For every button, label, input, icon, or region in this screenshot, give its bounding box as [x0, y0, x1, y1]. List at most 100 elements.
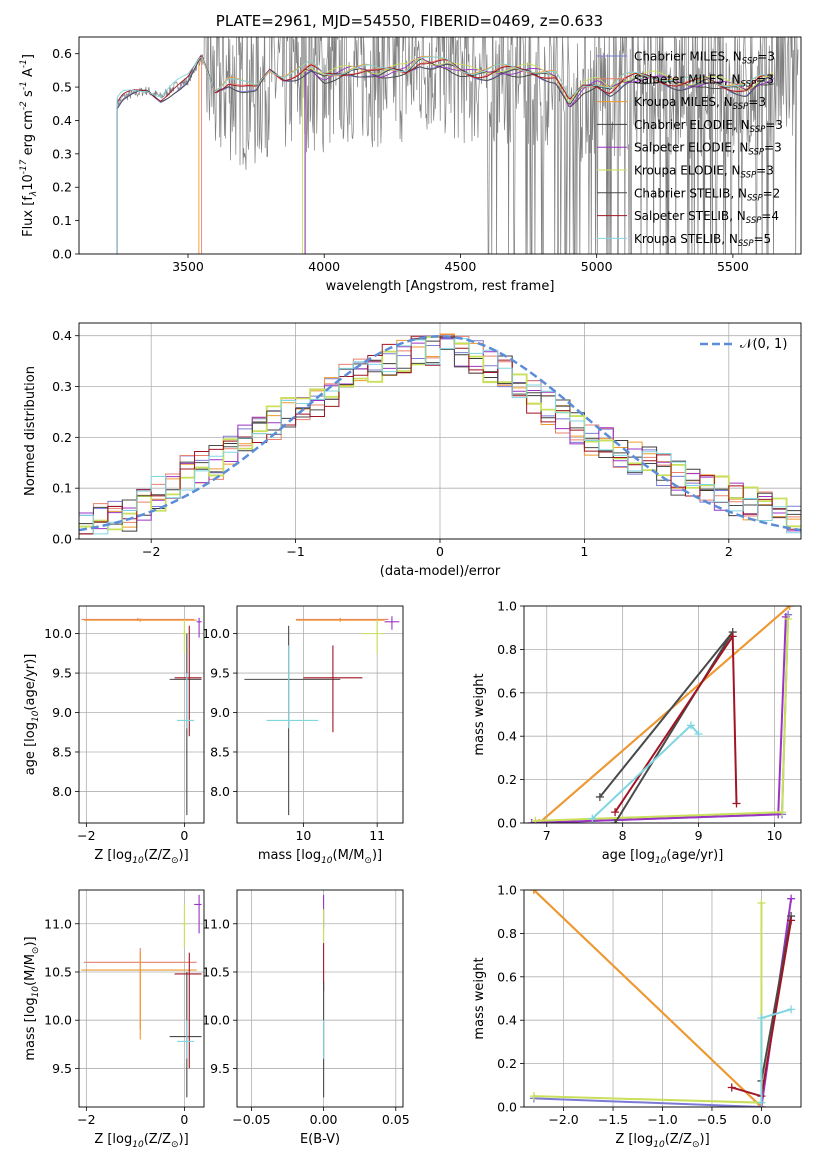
weight-marker	[611, 808, 620, 817]
y-tick-label: 9.0	[52, 705, 72, 720]
x-tick-label: 2	[725, 544, 733, 559]
x-tick-label: 3500	[172, 259, 204, 274]
x-tick-label: 4000	[308, 259, 340, 274]
plot-area	[529, 890, 796, 1107]
axes-frame	[78, 605, 205, 824]
x-axis-label: (data-model)/error	[380, 564, 501, 579]
weight-marker	[732, 799, 741, 808]
x-tick-label: 11	[369, 828, 385, 843]
axes-frame	[236, 605, 404, 824]
x-tick-label: 5500	[717, 259, 749, 274]
y-tick-label: 8.0	[210, 784, 230, 799]
weight-marker	[529, 1092, 538, 1101]
plot-area	[81, 617, 202, 816]
y-tick-label: 9.5	[210, 666, 230, 681]
y-tick-label: 8.0	[52, 784, 72, 799]
x-axis-label: wavelength [Angstrom, rest frame]	[326, 279, 555, 294]
legend-entry: Chabrier MILES, NSSP=3	[634, 50, 775, 67]
weight-line	[533, 1097, 762, 1107]
axes-frame	[78, 322, 802, 540]
weight-marker	[728, 632, 737, 641]
y-tick-label: 0.4	[52, 328, 72, 343]
model-line	[201, 55, 773, 254]
weight-marker	[611, 819, 620, 823]
y-tick-label: 0.2	[52, 180, 72, 195]
weight-marker	[727, 1083, 736, 1092]
y-tick-label: 8.5	[210, 744, 230, 759]
legend: Chabrier MILES, NSSP=3 Salpeter MILES, NS…	[597, 50, 783, 249]
weight-marker	[529, 890, 538, 894]
x-tick-label: −0.5	[697, 1112, 727, 1127]
axes-frame	[78, 36, 802, 255]
y-tick-label: 11.0	[202, 916, 230, 931]
weight-marker	[588, 814, 597, 823]
model-line	[116, 56, 774, 254]
weight-marker	[686, 721, 695, 730]
legend-entry: Chabrier STELIB, NSSP=2	[634, 186, 780, 203]
legend-entry: Kroupa STELIB, NSSP=5	[634, 232, 771, 249]
chart-mass-vs-Z: −2 0 9.5 10.0 10.5 11.0 Z [log10​(Z/Z⊙​)] mass …	[23, 889, 205, 1150]
weight-marker	[694, 730, 703, 739]
x-tick-label: −2	[142, 544, 160, 559]
model-line	[198, 55, 773, 254]
model-line	[116, 56, 774, 254]
y-axis-label: Normed distribution	[23, 366, 38, 496]
y-tick-label: 0.1	[52, 213, 72, 228]
plot-area	[79, 333, 801, 535]
legend-entry: Salpeter STELIB, NSSP=4	[634, 209, 779, 226]
weight-line	[599, 631, 734, 823]
weight-marker	[787, 1005, 796, 1014]
y-tick-label: 8.5	[52, 744, 72, 759]
x-tick-label: −2	[77, 1112, 95, 1127]
y-tick-label: 10.0	[202, 626, 230, 641]
x-tick-label: 0	[436, 544, 444, 559]
axes-frame	[78, 889, 205, 1108]
y-axis-label: mass weight	[472, 957, 487, 1039]
y-tick-label: 0.6	[52, 46, 72, 61]
y-tick-label: 9.5	[210, 1061, 230, 1076]
axes-frame	[523, 605, 802, 824]
x-tick-label: −2.0	[548, 1112, 578, 1127]
y-tick-label: 0.1	[52, 481, 72, 496]
plot-area	[81, 894, 202, 1098]
y-axis-label: age [log10​(age/yr)]	[23, 654, 41, 776]
model-line	[301, 57, 774, 254]
y-tick-label: 0.4	[52, 113, 72, 128]
y-tick-label: 1.0	[497, 599, 517, 614]
model-line	[116, 55, 774, 254]
model-line	[116, 56, 774, 254]
y-tick-label: 0.2	[497, 1056, 517, 1071]
y-tick-label: 0.6	[497, 969, 517, 984]
y-tick-label: 0.5	[52, 80, 72, 95]
legend-entry: Kroupa ELODIE, NSSP=3	[634, 164, 774, 181]
legend-entry: 𝒩(0, 1)	[740, 337, 787, 352]
legend-entry: Salpeter ELODIE, NSSP=3	[634, 141, 782, 158]
x-tick-label: 0.0	[751, 1112, 771, 1127]
x-axis-label: age [log10​(age/yr)]	[602, 848, 724, 866]
y-tick-label: 9.5	[52, 666, 72, 681]
x-axis-label: Z [log10​(Z/Z⊙​)]	[615, 1132, 709, 1150]
x-tick-label: 0	[180, 828, 188, 843]
plot-area	[116, 37, 799, 254]
chart-age-vs-mass: 10 11 8.0 8.5 9.0 9.5 10.0 mass [log10​(M/M⊙​)]	[202, 605, 404, 866]
x-tick-label: 7	[543, 828, 551, 843]
x-tick-label: 9	[695, 828, 703, 843]
x-tick-label: 0	[180, 1112, 188, 1127]
weight-marker	[787, 894, 796, 903]
x-tick-label: −1.0	[647, 1112, 677, 1127]
y-tick-label: 0.3	[52, 379, 72, 394]
weight-marker	[787, 916, 796, 925]
x-tick-label: −0.05	[232, 1112, 270, 1127]
x-axis-label: mass [log10​(M/M⊙​)]	[258, 848, 382, 866]
y-tick-label: 0.4	[497, 1013, 517, 1028]
y-tick-label: 0.6	[497, 685, 517, 700]
y-tick-label: 0.4	[497, 729, 517, 744]
weight-marker	[757, 1098, 766, 1107]
legend-entry: Salpeter MILES, NSSP=3	[634, 72, 774, 89]
x-axis-label: Z [log10​(Z/Z⊙​)]	[94, 1132, 188, 1150]
figure-title: PLATE=2961, MJD=54550, FIBERID=0469, z=0…	[215, 12, 604, 30]
y-tick-label: 0.0	[497, 816, 517, 831]
y-tick-label: 0.3	[52, 146, 72, 161]
y-tick-label: 1.0	[497, 883, 517, 898]
